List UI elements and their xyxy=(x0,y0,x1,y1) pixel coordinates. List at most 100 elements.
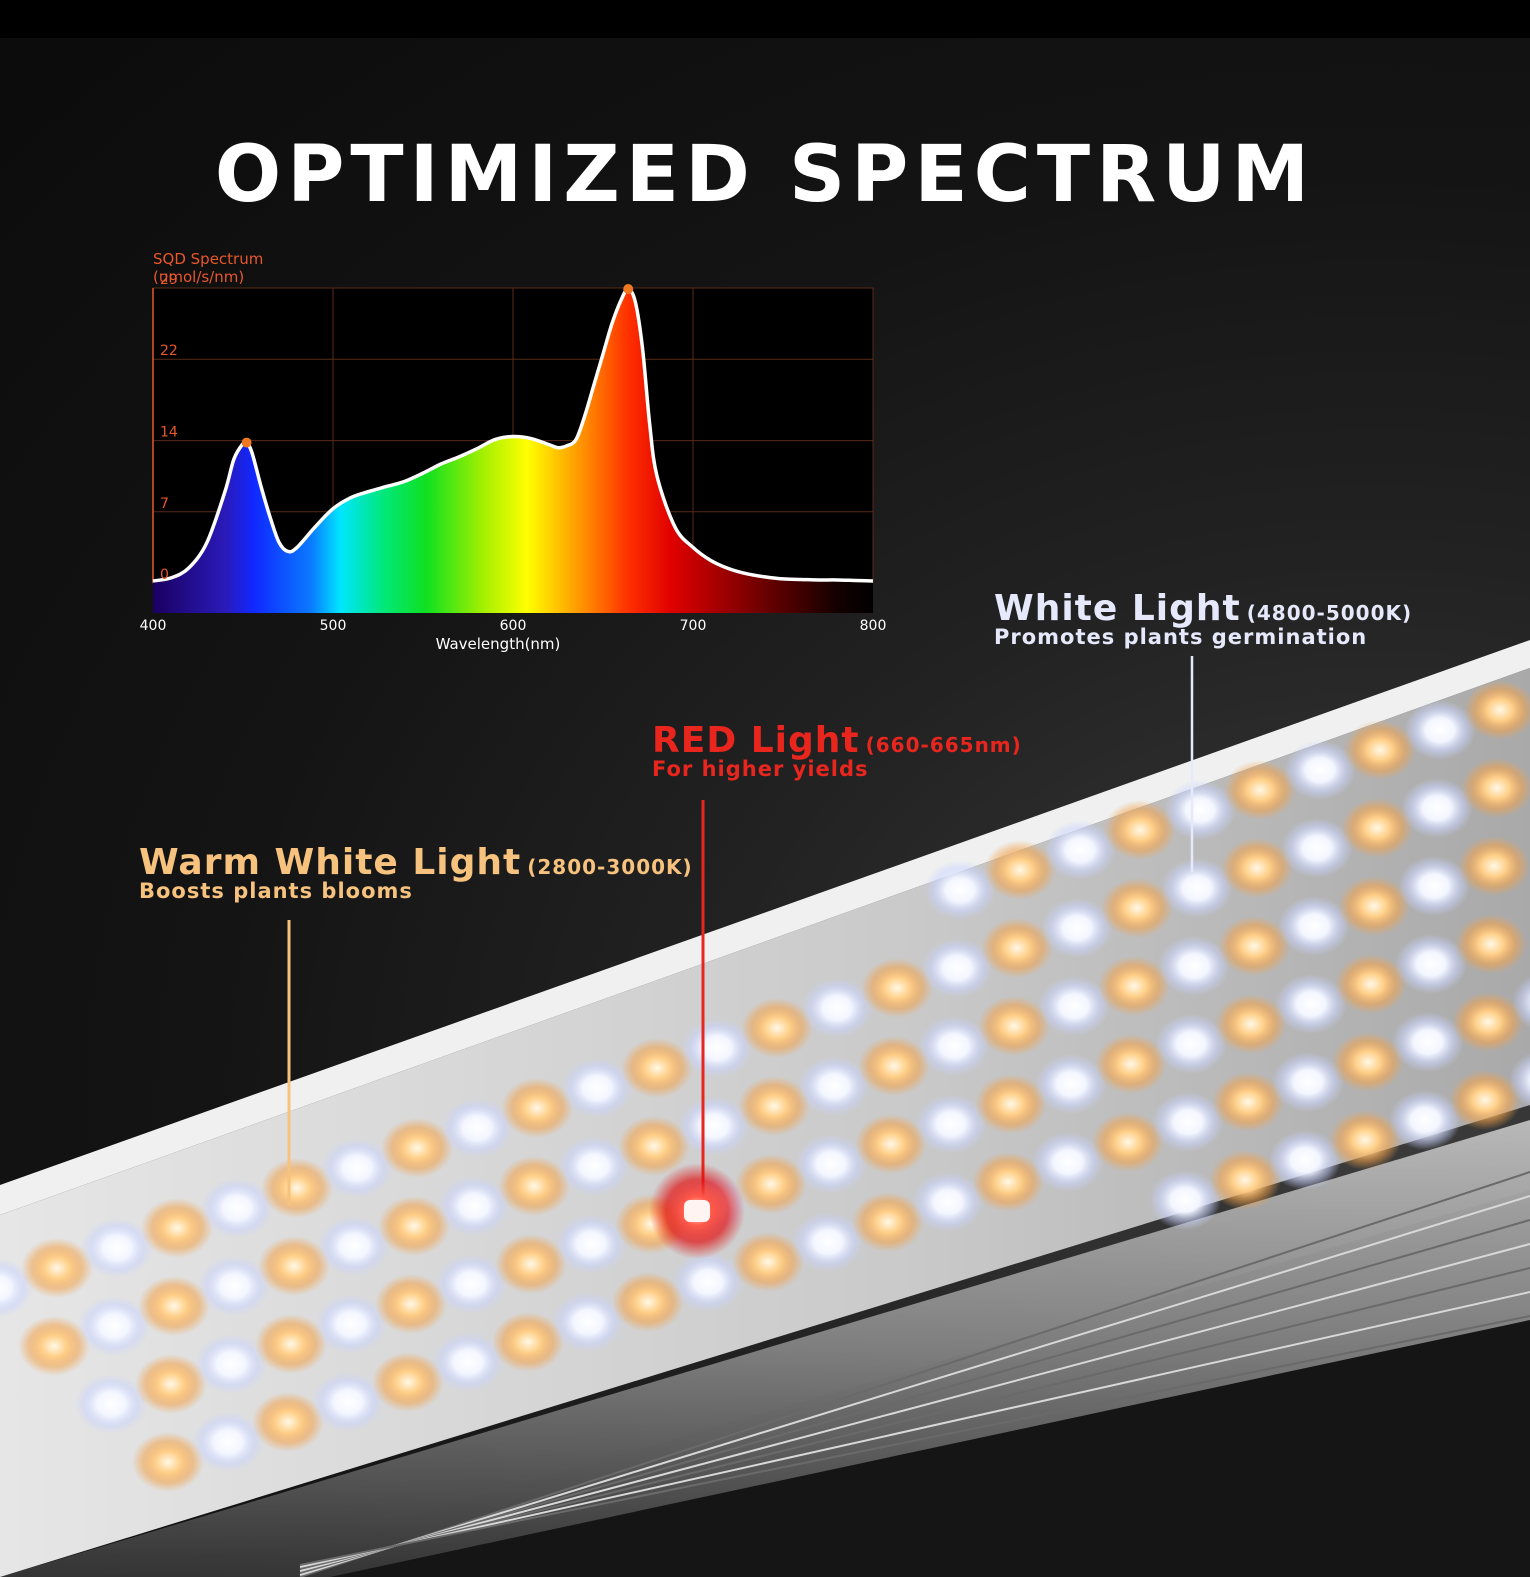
warm-white-led xyxy=(1461,758,1530,818)
white-led xyxy=(318,1216,390,1276)
y-tick-label: 22 xyxy=(160,343,178,359)
white-led xyxy=(201,1178,273,1238)
white-led xyxy=(192,1412,264,1472)
warm-white-led xyxy=(501,1078,573,1138)
white-led xyxy=(1044,820,1116,880)
white-led xyxy=(1284,740,1356,800)
white-led xyxy=(78,1296,150,1356)
peak-marker xyxy=(241,437,252,448)
warm-white-led xyxy=(258,1236,330,1296)
warm-white-led xyxy=(21,1238,93,1298)
warm-white-led xyxy=(378,1196,450,1256)
white-led xyxy=(915,1094,987,1154)
chart-x-axis-label: Wavelength(nm) xyxy=(436,635,561,653)
warm-white-led xyxy=(972,1152,1044,1212)
warm-white-led xyxy=(375,1274,447,1334)
warm-white-led xyxy=(732,1232,804,1292)
led-array xyxy=(0,680,1530,1492)
housing-groove xyxy=(299,1219,1530,1574)
warm-white-led xyxy=(1341,798,1413,858)
white-led xyxy=(1392,1012,1464,1072)
warm-white-led xyxy=(252,1392,324,1452)
warm-white-led xyxy=(741,998,813,1058)
white-led xyxy=(1395,934,1467,994)
warm-white-led xyxy=(738,1076,810,1136)
warm-white-led xyxy=(978,996,1050,1056)
white-light-title: White Light xyxy=(994,588,1241,629)
x-tick-label: 800 xyxy=(860,618,887,634)
white-led xyxy=(1509,1052,1530,1108)
white-led xyxy=(792,1212,864,1272)
warm-white-led xyxy=(1218,916,1290,976)
x-tick-label: 500 xyxy=(320,618,347,634)
white-led xyxy=(1404,700,1476,760)
warm-white-led xyxy=(132,1432,204,1492)
white-led xyxy=(1278,896,1350,956)
warm-white-led xyxy=(1332,1032,1404,1092)
white-led xyxy=(81,1218,153,1278)
white-led xyxy=(1275,974,1347,1034)
page-title: OPTIMIZED SPECTRUM xyxy=(214,130,1316,220)
housing-side xyxy=(0,1120,1530,1577)
white-led xyxy=(681,1018,753,1078)
warm-light-desc: Boosts plants blooms xyxy=(139,879,413,903)
red-light-title: RED Light xyxy=(652,720,860,761)
spectrum-color-bar xyxy=(153,583,873,613)
white-led xyxy=(1281,818,1353,878)
white-led xyxy=(75,1374,147,1434)
white-led xyxy=(918,1016,990,1076)
warm-white-led xyxy=(855,1114,927,1174)
peak-markers xyxy=(241,284,634,448)
white-led xyxy=(1512,976,1530,1028)
warm-white-led xyxy=(735,1154,807,1214)
housing-top-edge xyxy=(0,640,1530,1215)
warm-white-led xyxy=(1104,800,1176,860)
white-led xyxy=(552,1292,624,1352)
white-led xyxy=(1389,1090,1461,1150)
warm-white-led xyxy=(1209,1150,1281,1210)
chart-y-axis-label: (umol/s/nm) xyxy=(153,268,244,286)
spectrum-curve xyxy=(152,287,874,583)
warm-white-led xyxy=(381,1118,453,1178)
warm-white-led xyxy=(18,1316,90,1376)
white-led xyxy=(924,860,996,920)
warm-white-led xyxy=(141,1198,213,1258)
y-tick-label: 29 xyxy=(160,272,178,288)
warm-white-led xyxy=(1224,760,1296,820)
x-tick-label: 400 xyxy=(140,618,167,634)
warm-white-led xyxy=(1329,1110,1401,1170)
warm-light-range: (2800-3000K) xyxy=(527,855,693,879)
white-led xyxy=(195,1334,267,1394)
white-led xyxy=(1041,898,1113,958)
white-led xyxy=(921,938,993,998)
warm-white-led xyxy=(1458,836,1530,896)
white-led xyxy=(678,1096,750,1156)
white-led xyxy=(312,1372,384,1432)
y-tick-labels: 0 7 14 22 29 xyxy=(160,272,178,583)
housing-groove xyxy=(299,1315,1530,1566)
warm-white-led xyxy=(1452,992,1524,1052)
housing-bottom xyxy=(0,1190,1530,1577)
white-light-range: (4800-5000K) xyxy=(1246,601,1413,625)
x-tick-labels: 400 500 600 700 800 xyxy=(140,618,887,634)
warm-white-led xyxy=(1464,680,1530,740)
housing-groove xyxy=(299,1291,1530,1568)
warm-light-title: Warm White Light xyxy=(139,842,522,883)
warm-white-led xyxy=(975,1074,1047,1134)
warm-white-led xyxy=(861,958,933,1018)
warm-white-led xyxy=(858,1036,930,1096)
warm-white-led xyxy=(1221,838,1293,898)
top-bar xyxy=(0,0,1530,38)
spectrum-chart: SQD Spectrum (umol/s/nm) 0 7 14 22 29 400 500… xyxy=(140,250,887,653)
x-tick-label: 700 xyxy=(680,618,707,634)
warm-white-led xyxy=(984,840,1056,900)
warm-white-led xyxy=(1092,1112,1164,1172)
warm-white-led xyxy=(1101,878,1173,938)
warm-white-led xyxy=(1095,1034,1167,1094)
warm-white-led xyxy=(612,1272,684,1332)
housing-groove xyxy=(299,1171,1530,1577)
warm-white-led xyxy=(621,1038,693,1098)
white-led xyxy=(672,1252,744,1312)
